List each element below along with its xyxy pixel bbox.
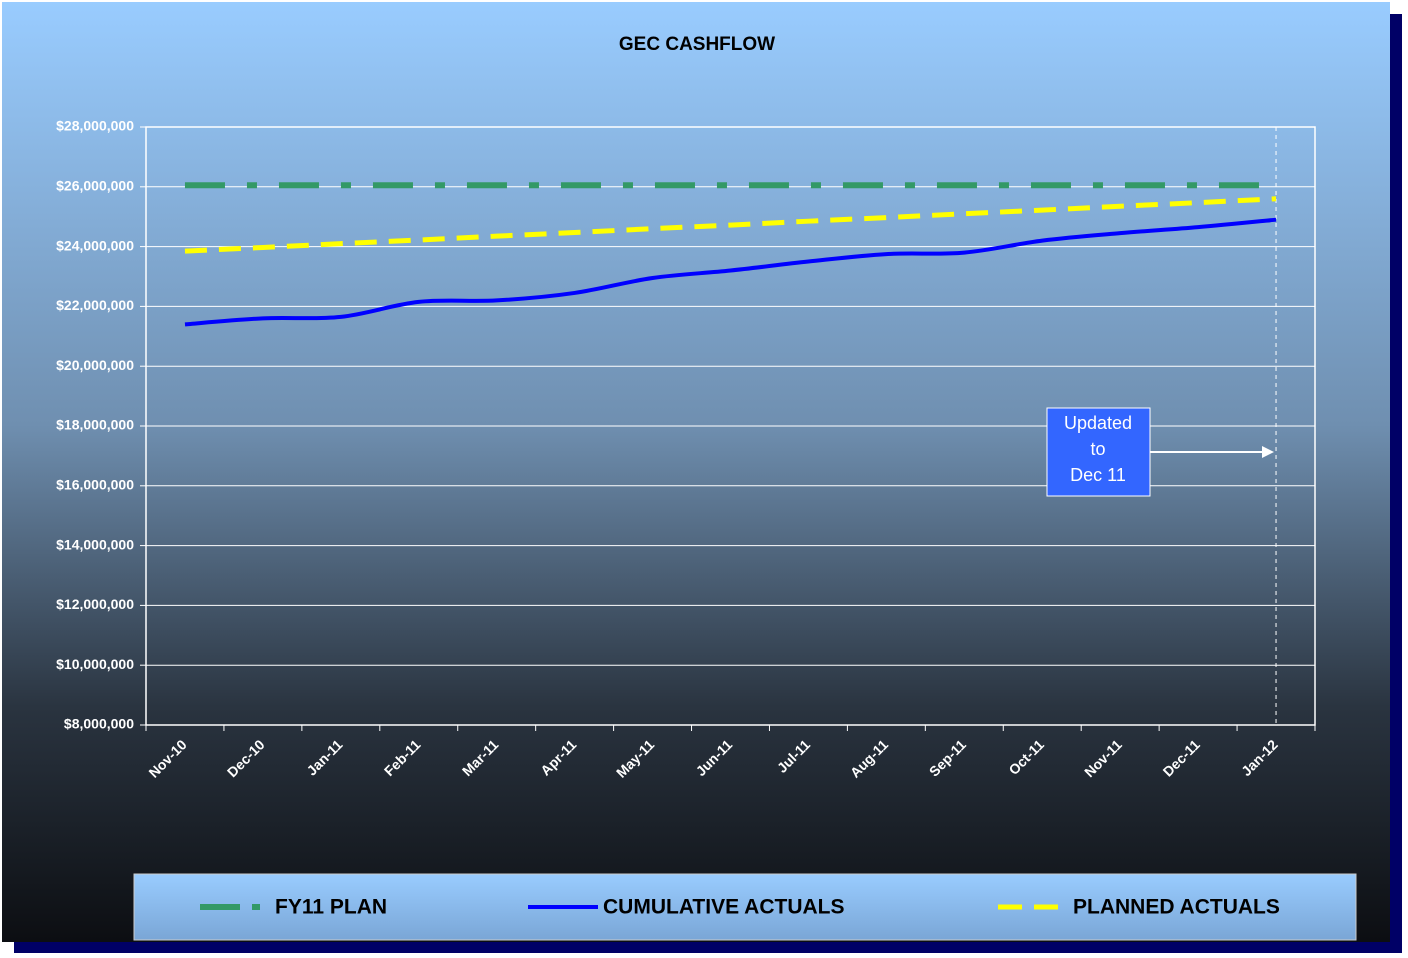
annotation-text: Dec 11 <box>1070 465 1126 485</box>
legend-label: PLANNED ACTUALS <box>1073 896 1280 919</box>
annotation-arrowhead <box>1262 446 1274 458</box>
legend-label: CUMULATIVE ACTUALS <box>603 896 844 919</box>
y-tick-label: $14,000,000 <box>56 536 134 552</box>
y-tick-label: $20,000,000 <box>56 357 134 373</box>
annotation-text: Updated <box>1064 413 1132 433</box>
series-line <box>184 217 1277 327</box>
plot-border <box>145 126 1316 726</box>
y-tick-label: $24,000,000 <box>56 237 134 253</box>
y-tick-label: $12,000,000 <box>56 596 134 612</box>
y-tick-label: $26,000,000 <box>56 178 134 194</box>
chart-title: GEC CASHFLOW <box>619 34 775 55</box>
legend-label: FY11 PLAN <box>275 896 387 919</box>
annotation-box <box>1046 407 1151 497</box>
y-tick-label: $28,000,000 <box>56 118 134 134</box>
y-tick-label: $8,000,000 <box>64 716 134 732</box>
series-line <box>184 196 1277 254</box>
y-tick-label: $16,000,000 <box>56 477 134 493</box>
background <box>2 2 1390 942</box>
y-tick-label: $22,000,000 <box>56 297 134 313</box>
annotation-text: to <box>1090 439 1105 459</box>
y-tick-label: $18,000,000 <box>56 417 134 433</box>
legend <box>133 873 1357 941</box>
y-tick-label: $10,000,000 <box>56 656 134 672</box>
